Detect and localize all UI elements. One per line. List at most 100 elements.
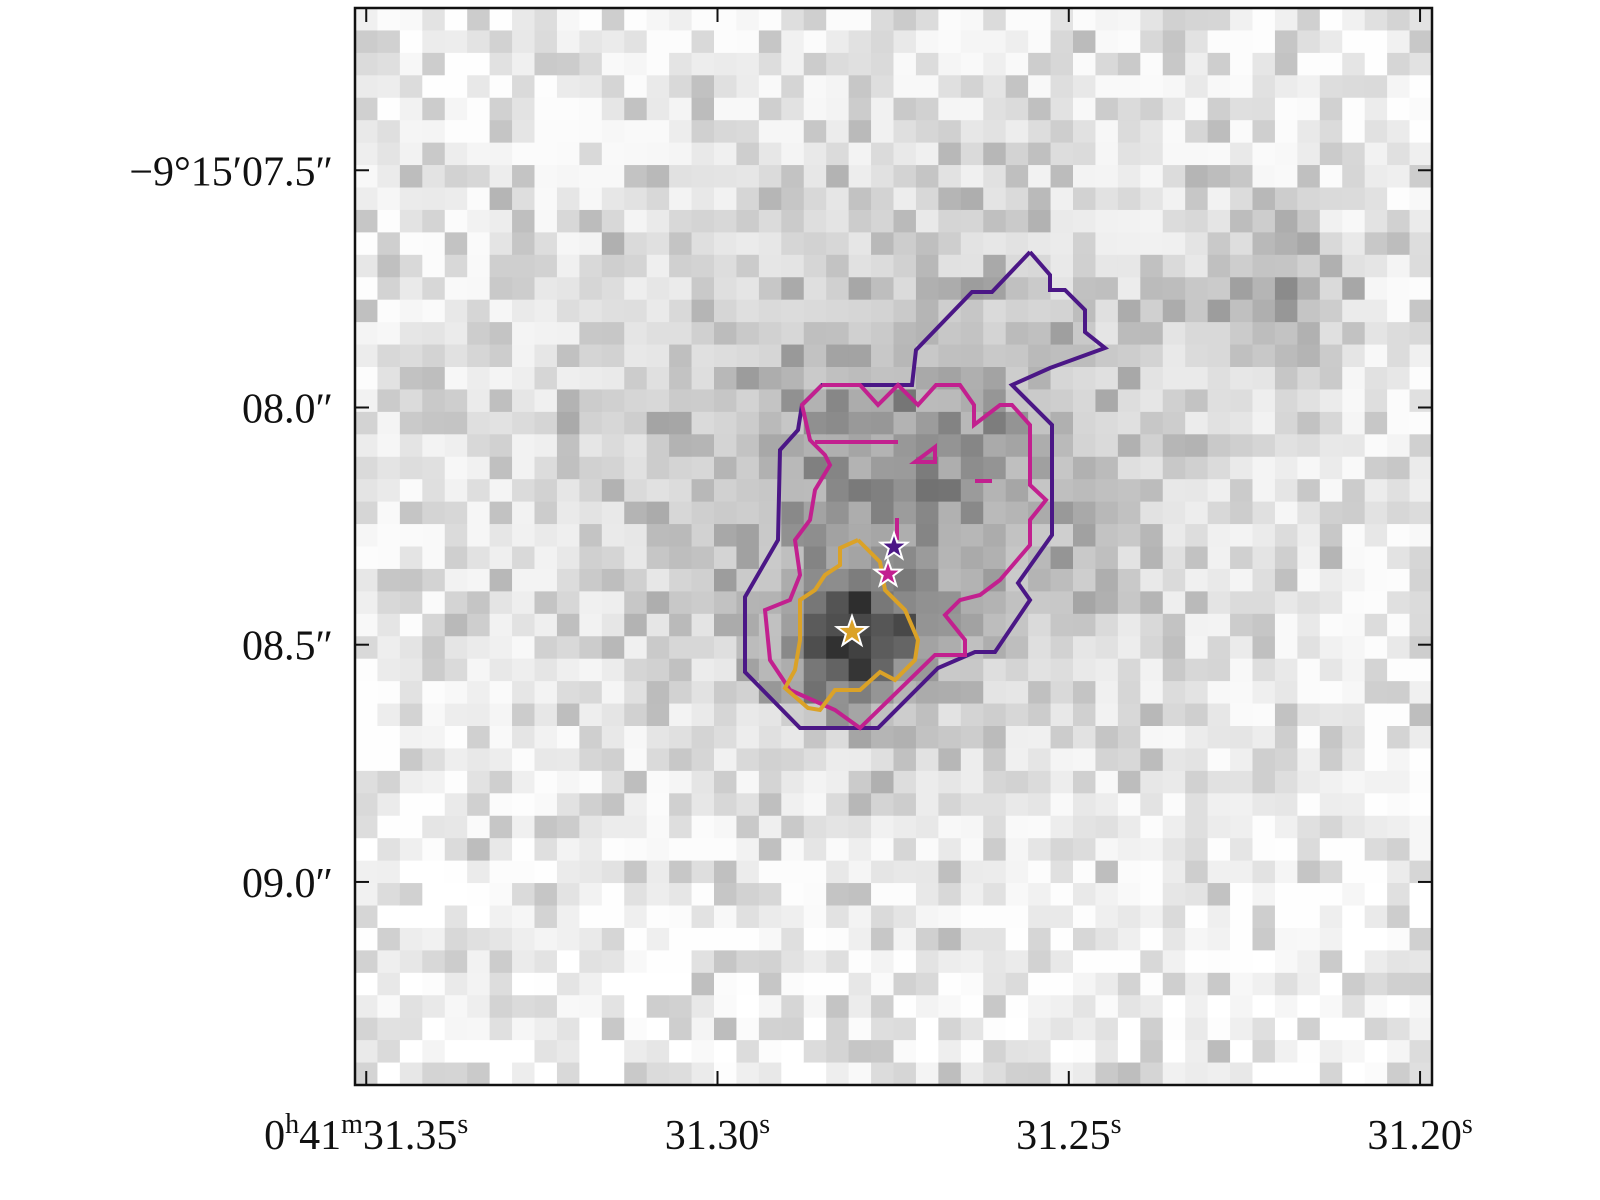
sky-pixel (669, 972, 693, 996)
sky-pixel (915, 972, 939, 996)
sky-pixel (1342, 860, 1366, 884)
sky-pixel (1073, 703, 1097, 727)
sky-pixel (1140, 277, 1164, 301)
sky-pixel (691, 299, 715, 323)
sky-pixel (983, 434, 1007, 458)
sky-pixel (512, 30, 536, 54)
sky-pixel (714, 726, 738, 750)
sky-pixel (893, 120, 917, 144)
sky-pixel (1342, 299, 1366, 323)
sky-pixel (691, 344, 715, 368)
sky-pixel (1140, 389, 1164, 413)
sky-pixel (826, 299, 850, 323)
sky-pixel (422, 411, 446, 435)
sky-pixel (1252, 322, 1276, 346)
sky-pixel (1140, 479, 1164, 503)
sky-pixel (714, 479, 738, 503)
sky-pixel (1095, 905, 1119, 929)
sky-pixel (1095, 995, 1119, 1019)
sky-pixel (669, 232, 693, 256)
sky-pixel (377, 75, 401, 99)
sky-pixel (512, 1040, 536, 1064)
sky-pixel (1364, 927, 1388, 951)
sky-pixel (1252, 187, 1276, 211)
sky-pixel (669, 456, 693, 480)
sky-pixel (960, 1062, 984, 1086)
sky-pixel (915, 1062, 939, 1086)
sky-pixel (1162, 367, 1186, 391)
sky-pixel (1207, 950, 1231, 974)
sky-pixel (1252, 950, 1276, 974)
sky-pixel (377, 568, 401, 592)
sky-pixel (1207, 52, 1231, 76)
sky-pixel (1230, 950, 1254, 974)
sky-pixel (1409, 479, 1433, 503)
sky-pixel (1185, 344, 1209, 368)
sky-pixel (444, 52, 468, 76)
sky-pixel (938, 97, 962, 121)
sky-pixel (1207, 568, 1231, 592)
sky-pixel (714, 568, 738, 592)
sky-pixel (893, 972, 917, 996)
sky-pixel (915, 501, 939, 525)
sky-pixel (960, 568, 984, 592)
sky-pixel (534, 726, 558, 750)
sky-pixel (1364, 277, 1388, 301)
sky-pixel (1073, 1017, 1097, 1041)
sky-pixel (669, 434, 693, 458)
sky-pixel (1409, 1040, 1433, 1064)
sky-pixel (1028, 1040, 1052, 1064)
sky-pixel (826, 838, 850, 862)
sky-pixel (399, 434, 423, 458)
sky-pixel (1274, 30, 1298, 54)
sky-pixel (399, 636, 423, 660)
sky-pixel (467, 838, 491, 862)
sky-pixel (1005, 905, 1029, 929)
sky-pixel (1207, 389, 1231, 413)
sky-pixel (1252, 277, 1276, 301)
sky-pixel (1409, 209, 1433, 233)
sky-pixel (579, 322, 603, 346)
sky-pixel (736, 546, 760, 570)
sky-pixel (556, 546, 580, 570)
sky-pixel (579, 770, 603, 794)
sky-pixel (1297, 75, 1321, 99)
sky-pixel (669, 568, 693, 592)
sky-pixel (1230, 681, 1254, 705)
sky-pixel (1185, 860, 1209, 884)
sky-pixel (1117, 434, 1141, 458)
sky-pixel (377, 838, 401, 862)
sky-pixel (467, 950, 491, 974)
sky-pixel (1297, 344, 1321, 368)
sky-pixel (915, 770, 939, 794)
sky-pixel (1364, 568, 1388, 592)
sky-pixel (489, 165, 513, 189)
sky-pixel (1252, 1062, 1276, 1086)
sky-pixel (1095, 860, 1119, 884)
sky-pixel (848, 1062, 872, 1086)
sky-pixel (422, 277, 446, 301)
sky-pixel (781, 793, 805, 817)
sky-pixel (691, 75, 715, 99)
sky-pixel (848, 1017, 872, 1041)
sky-pixel (377, 165, 401, 189)
sky-pixel (960, 1040, 984, 1064)
sky-pixel (1297, 120, 1321, 144)
sky-pixel (1387, 770, 1411, 794)
sky-pixel (1162, 52, 1186, 76)
sky-pixel (601, 277, 625, 301)
sky-pixel (758, 748, 782, 772)
sky-pixel (534, 344, 558, 368)
sky-pixel (893, 681, 917, 705)
sky-pixel (893, 1040, 917, 1064)
sky-pixel (691, 52, 715, 76)
sky-pixel (399, 344, 423, 368)
sky-pixel (467, 299, 491, 323)
sky-pixel (1387, 613, 1411, 637)
sky-pixel (1230, 299, 1254, 323)
sky-pixel (534, 322, 558, 346)
sky-pixel (444, 322, 468, 346)
sky-pixel (1342, 120, 1366, 144)
sky-pixel (444, 254, 468, 278)
sky-pixel (1140, 995, 1164, 1019)
